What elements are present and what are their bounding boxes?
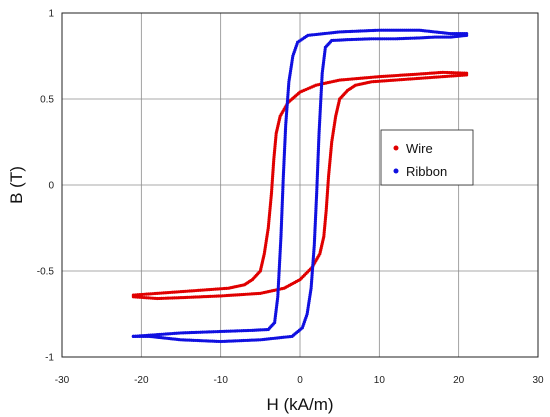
x-tick-label: -10 (213, 375, 228, 386)
series-layer (131, 28, 469, 344)
y-axis-label: B (T) (7, 166, 26, 204)
x-tick-labels: -30 -20 -10 0 10 20 30 (55, 375, 544, 386)
x-axis-label: H (kA/m) (266, 395, 333, 414)
ribbon-point (131, 334, 135, 338)
x-tick-label: 20 (453, 375, 465, 386)
legend-box (380, 129, 474, 186)
x-tick-label: -20 (134, 375, 149, 386)
x-tick-label: -30 (55, 375, 70, 386)
legend-label-ribbon: Ribbon (406, 164, 447, 179)
y-tick-label: 0 (48, 181, 54, 192)
y-tick-label: 1 (48, 9, 54, 20)
legend-marker-wire (393, 145, 399, 151)
wire-point (131, 295, 135, 299)
legend-marker-ribbon (393, 168, 399, 174)
y-tick-label: -0.5 (37, 267, 55, 278)
plot-frame (61, 12, 539, 358)
series-ribbon (131, 28, 469, 344)
x-tick-label: 10 (374, 375, 386, 386)
x-tick-label: 30 (532, 375, 544, 386)
legend-label-wire: Wire (406, 141, 433, 156)
y-tick-label: 0.5 (40, 95, 54, 106)
y-tick-labels: 1 0.5 0 -0.5 -1 (37, 9, 55, 364)
legend: Wire Ribbon (380, 129, 474, 186)
y-tick-label: -1 (45, 353, 54, 364)
x-tick-label: 0 (297, 375, 303, 386)
